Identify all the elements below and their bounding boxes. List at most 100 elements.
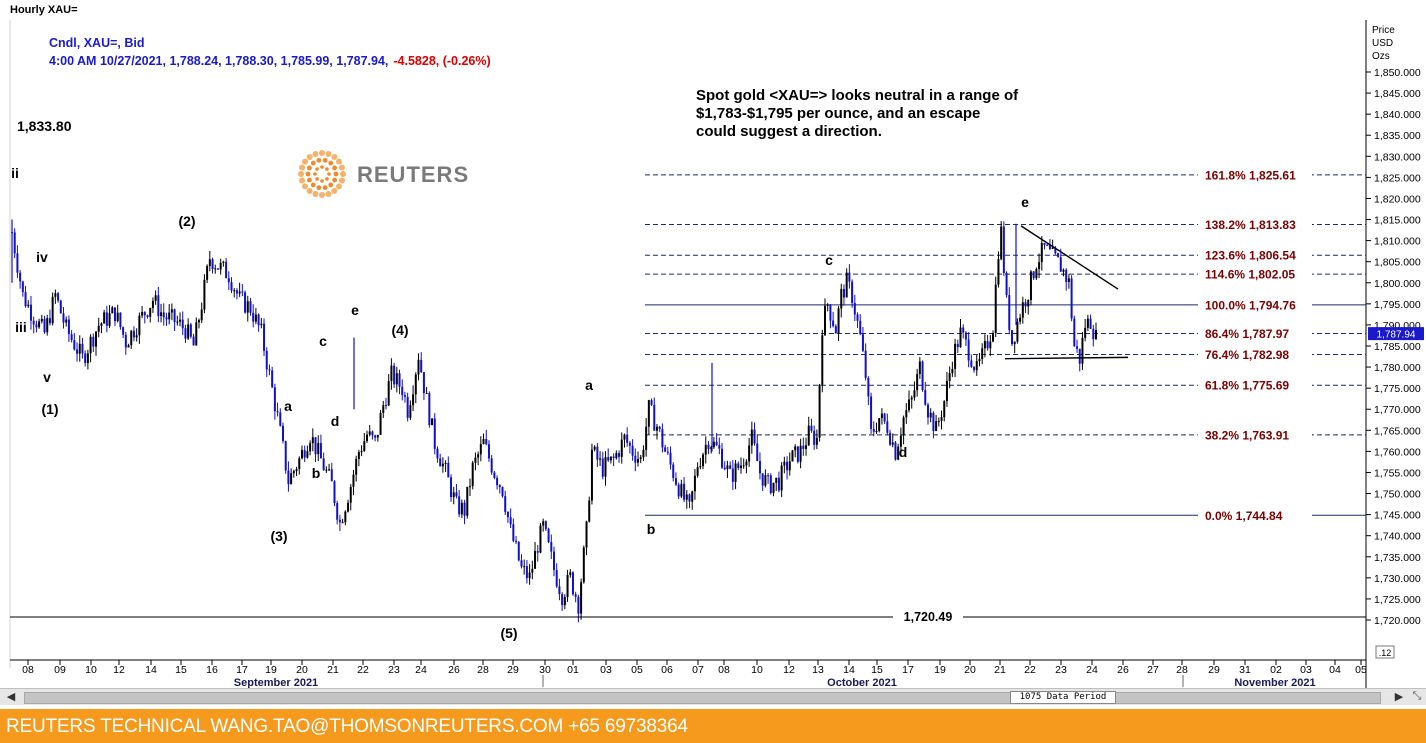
candle-body — [623, 434, 626, 440]
x-tick-label: 09 — [54, 664, 66, 676]
y-tick-label: 1,805.000 — [1374, 257, 1421, 269]
candle-body — [702, 454, 705, 467]
candle-body — [826, 304, 829, 306]
commentary-box: Spot gold <XAU=> looks neutral in a rang… — [688, 80, 1058, 152]
x-tick-label: 26 — [1117, 664, 1129, 676]
candle-body — [631, 445, 634, 456]
scroll-right-arrow-icon[interactable]: ▶ — [1394, 691, 1404, 703]
logo-dot — [316, 157, 322, 163]
candle-body — [588, 500, 591, 522]
candle-body — [268, 369, 271, 371]
scroll-left-arrow-icon[interactable]: ◀ — [6, 691, 16, 703]
candle-body — [32, 320, 35, 325]
candle-body — [298, 458, 301, 470]
candle-body — [571, 572, 574, 595]
candle-body — [474, 457, 477, 463]
candle-body — [845, 272, 848, 298]
candle-body — [168, 312, 171, 320]
candle-body — [59, 300, 62, 314]
candle-body — [330, 469, 333, 482]
fib-label-bg — [1198, 267, 1312, 282]
horizontal-scrollbar[interactable]: ◀ 1075 Data Period ▶ ⤡ — [0, 688, 1426, 705]
candle-body — [726, 465, 729, 470]
candle-body — [463, 502, 466, 516]
candlestick-chart[interactable]: 161.8% 1,825.61 138.2% 1,813.83 123.6% 1,8… — [0, 20, 1426, 688]
logo-dot — [338, 177, 345, 184]
candle-body — [932, 412, 935, 432]
candle-body — [222, 261, 225, 263]
candle-body — [777, 477, 780, 491]
candle-body — [479, 444, 482, 455]
candle-body — [428, 393, 431, 426]
candle-body — [333, 481, 336, 504]
x-tick-label: 17 — [236, 664, 248, 676]
y-tick-label: 1,770.000 — [1374, 404, 1421, 416]
candle-body — [173, 309, 176, 322]
candle-body — [366, 434, 369, 441]
candle-body — [235, 290, 238, 294]
candle-body — [78, 343, 81, 354]
candle-body — [967, 339, 970, 361]
fib-label-bg — [1198, 217, 1312, 232]
candle-body — [750, 429, 753, 446]
x-tick-label: 20 — [964, 664, 976, 676]
candle-body — [471, 462, 474, 487]
y-tick-label: 1,765.000 — [1374, 425, 1421, 437]
wave-label: v — [43, 369, 51, 385]
candle-body — [417, 359, 420, 375]
candle-body — [824, 305, 826, 336]
candle-body — [677, 484, 680, 497]
candle-body — [997, 259, 1000, 285]
candle-body — [1021, 302, 1024, 318]
candle-body — [769, 475, 772, 494]
candle-body — [810, 425, 813, 431]
wave-label: d — [331, 413, 340, 429]
candle-body — [35, 324, 38, 328]
logo-dot — [315, 177, 319, 181]
candle-body — [19, 272, 22, 282]
candle-body — [238, 291, 241, 294]
candle-body — [1051, 247, 1054, 249]
candle-body — [523, 566, 526, 568]
candle-body — [870, 396, 873, 429]
fib-label-bg — [1198, 248, 1312, 263]
candle-body — [1005, 273, 1008, 296]
candle-body — [487, 444, 490, 459]
scroll-thumb[interactable] — [24, 692, 1381, 704]
candle-body — [273, 387, 276, 412]
candle-body — [864, 350, 867, 378]
candle-body — [910, 397, 913, 400]
candle-body — [336, 503, 339, 520]
candle-body — [815, 437, 818, 445]
candle-body — [599, 458, 602, 460]
wave-label: iv — [36, 249, 48, 265]
x-tick-label: 20 — [296, 664, 308, 676]
logo-dot — [299, 164, 306, 171]
logo-dot — [332, 177, 338, 183]
candle-body — [38, 321, 41, 328]
candle-body — [851, 281, 854, 303]
candle-body — [848, 272, 851, 282]
candle-body — [924, 390, 927, 405]
candle-body — [13, 232, 16, 254]
candle-body — [81, 343, 84, 354]
candle-body — [739, 465, 742, 469]
x-month-label: October 2021 — [827, 677, 897, 688]
fib-label: 76.4% 1,782.98 — [1205, 348, 1289, 362]
zoom-corner-icon[interactable]: ⤡ — [1412, 690, 1422, 702]
candle-body — [666, 451, 669, 453]
candle-body — [390, 365, 393, 382]
commentary-line2: $1,783-$1,795 per ounce, and an escape — [696, 105, 980, 122]
candle-body — [284, 441, 287, 471]
candle-body — [604, 457, 607, 477]
wave-label: e — [1021, 194, 1029, 210]
candle-body — [401, 386, 404, 396]
candle-body — [761, 473, 764, 486]
candle-body — [290, 473, 293, 485]
logo-dot — [327, 172, 331, 176]
candle-body — [1000, 226, 1003, 260]
candle-body — [1019, 317, 1022, 322]
candle-body — [1070, 278, 1073, 319]
logo-dot — [312, 190, 319, 197]
candle-body — [338, 519, 341, 523]
